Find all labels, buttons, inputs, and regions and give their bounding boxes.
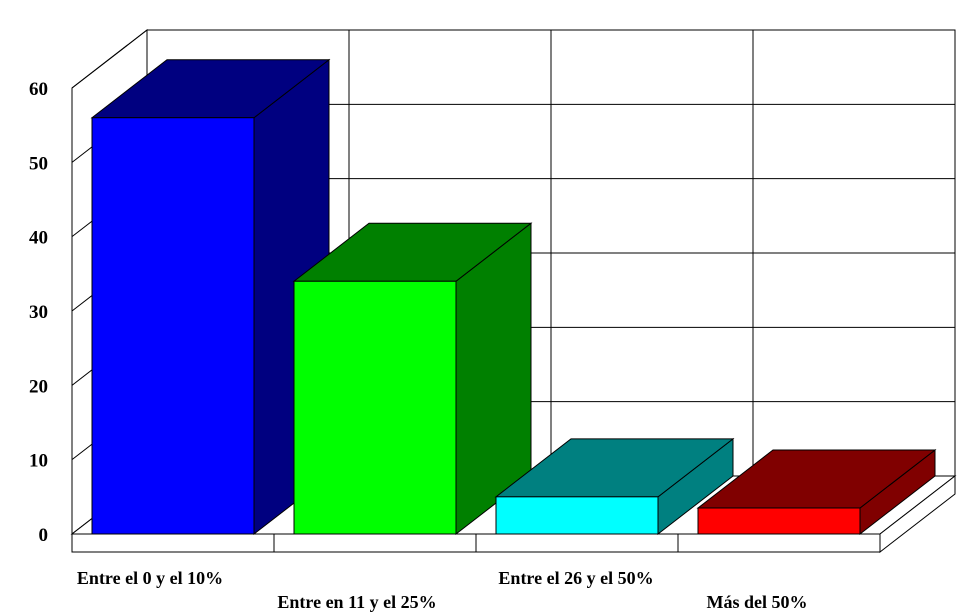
y-axis: 0 10 20 30 40 50 60 xyxy=(29,79,48,546)
y-tick-label: 50 xyxy=(29,153,48,174)
category-label: Entre el 26 y el 50% xyxy=(498,568,653,588)
bar xyxy=(495,496,659,535)
y-tick-label: 30 xyxy=(29,302,48,323)
y-tick-label: 10 xyxy=(29,451,48,472)
category-label: Entre en 11 y el 25% xyxy=(277,592,436,612)
bars xyxy=(90,58,937,536)
y-tick-label: 20 xyxy=(29,376,48,397)
bar xyxy=(293,280,457,535)
y-tick-label: 0 xyxy=(39,525,49,546)
bar xyxy=(697,507,861,535)
y-tick-label: 60 xyxy=(29,79,48,100)
category-labels: Entre el 0 y el 10% Entre en 11 y el 25% E… xyxy=(77,568,808,612)
category-label: Más del 50% xyxy=(707,592,808,612)
y-tick-label: 40 xyxy=(29,228,48,249)
floor-side-edge xyxy=(879,474,956,554)
category-label: Entre el 0 y el 10% xyxy=(77,568,223,588)
bar xyxy=(91,117,255,535)
